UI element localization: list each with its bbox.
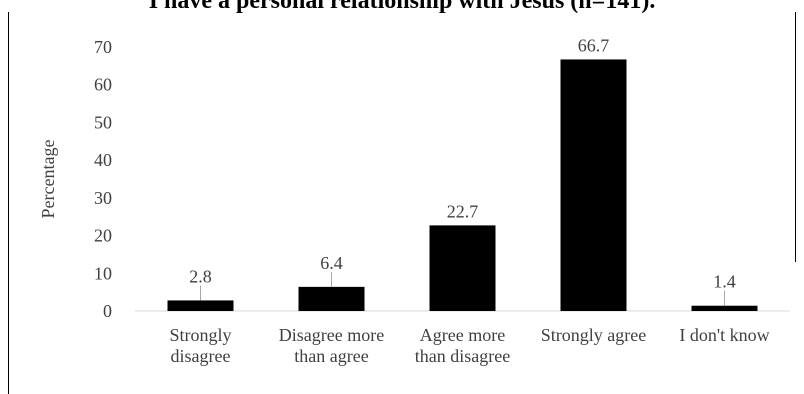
data-labels: 2.8 6.4 22.7 66.7 1.4 xyxy=(189,35,736,291)
y-tick-label: 10 xyxy=(94,263,112,283)
x-tick-label: Agree more than disagree xyxy=(415,325,510,366)
data-label-leaders xyxy=(200,271,725,306)
data-label: 1.4 xyxy=(713,272,736,292)
bar xyxy=(560,59,627,312)
data-label: 66.7 xyxy=(578,35,610,55)
y-tick-label: 60 xyxy=(94,75,112,95)
y-tick-label: 40 xyxy=(94,150,112,170)
y-axis-ticks: 0 10 20 30 40 50 60 70 xyxy=(94,37,112,321)
y-tick-label: 0 xyxy=(103,301,112,321)
bar xyxy=(298,286,365,311)
x-tick-label: Disagree more than agree xyxy=(279,325,384,366)
x-tick-label: Strongly agree xyxy=(541,325,646,345)
chart-title: I have a personal relationship with Jesu… xyxy=(148,0,656,14)
chart-frame-right-border xyxy=(795,12,796,262)
x-tick-label: I don't know xyxy=(679,325,769,345)
x-axis-tick-labels: Strongly disagree Disagree more than agree A… xyxy=(169,325,769,366)
y-axis-label: Percentage xyxy=(38,140,58,219)
y-tick-label: 50 xyxy=(94,112,112,132)
chart-frame-left-border xyxy=(8,12,9,394)
x-tick-label: Strongly disagree xyxy=(169,325,231,366)
y-tick-label: 30 xyxy=(94,188,112,208)
bar xyxy=(429,225,496,311)
data-label: 2.8 xyxy=(189,266,212,286)
data-label: 22.7 xyxy=(447,201,479,221)
bars xyxy=(167,59,758,312)
y-tick-label: 70 xyxy=(94,37,112,57)
data-label: 6.4 xyxy=(320,253,343,273)
bar xyxy=(691,305,758,311)
y-tick-label: 20 xyxy=(94,226,112,246)
bar xyxy=(167,300,234,311)
